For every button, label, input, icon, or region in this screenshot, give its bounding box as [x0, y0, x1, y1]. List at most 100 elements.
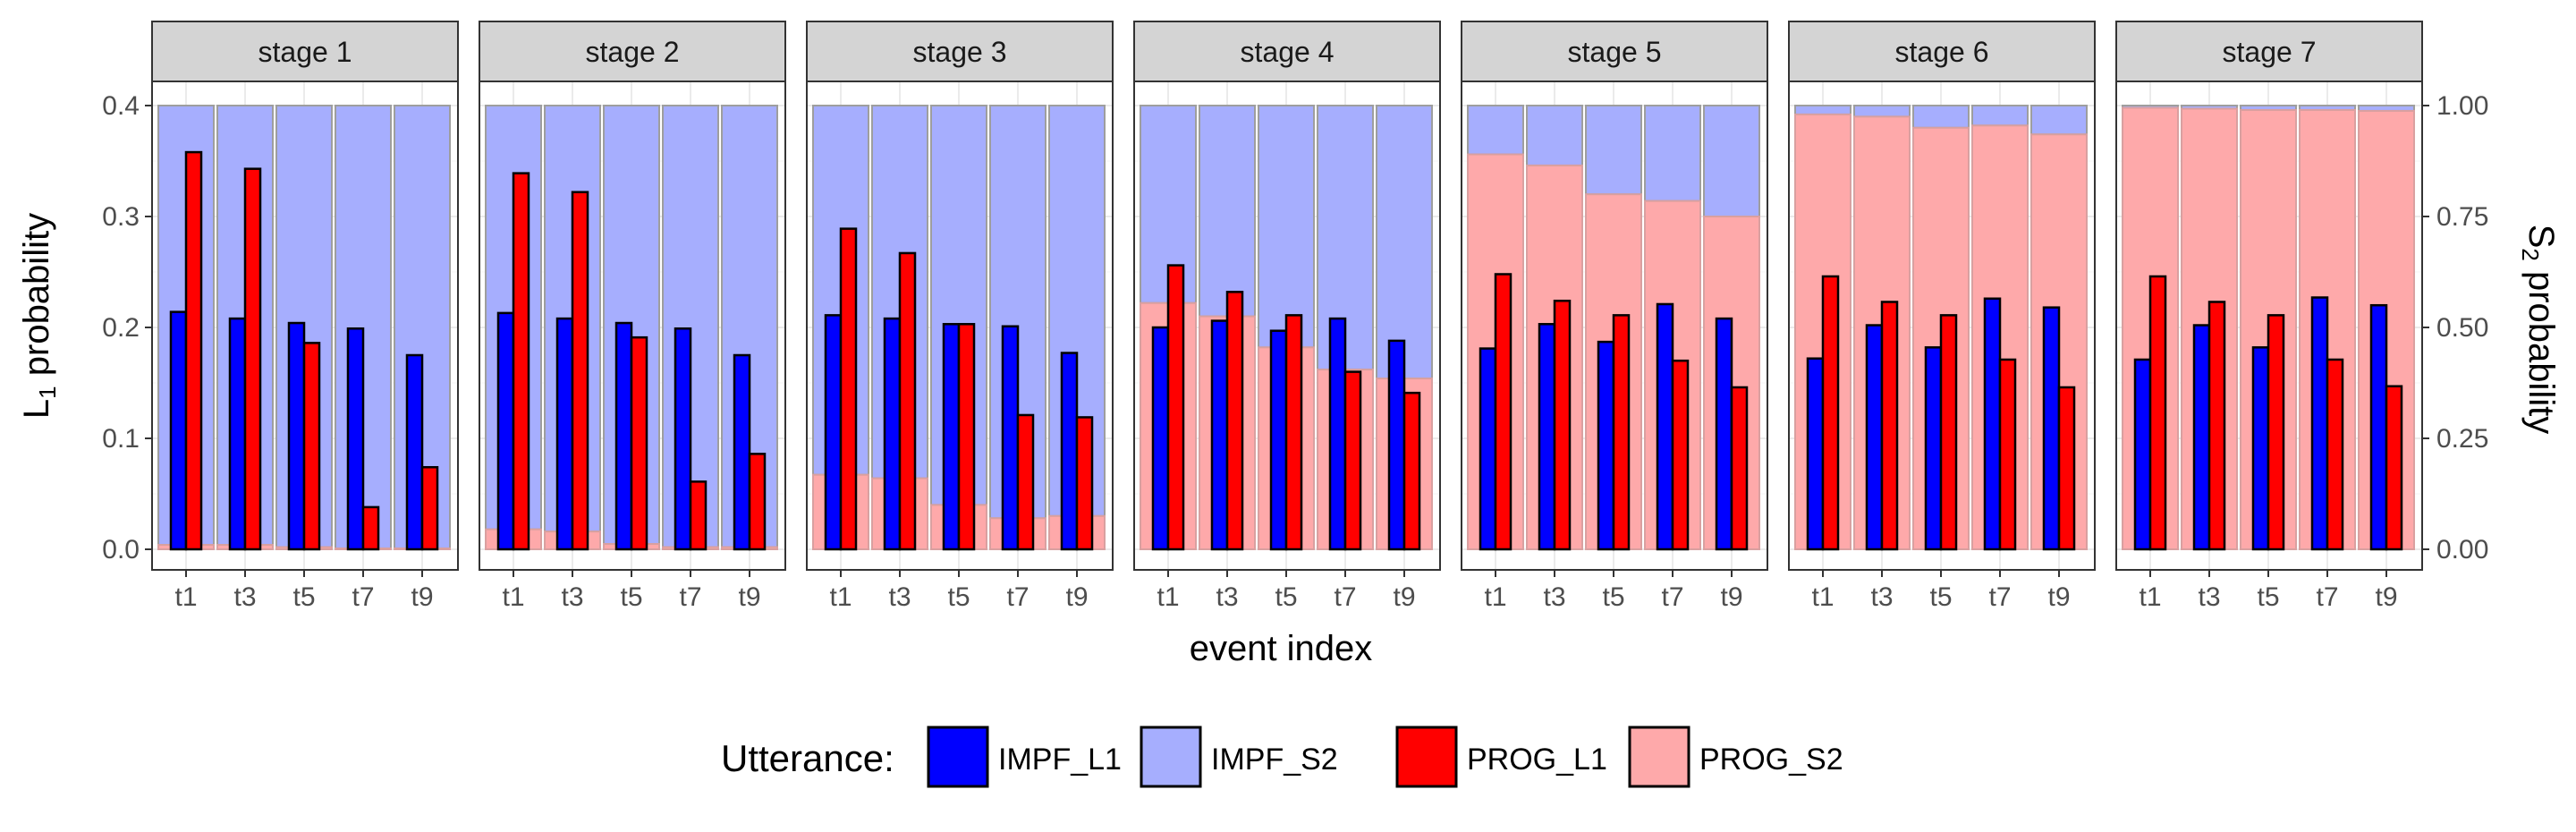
bar-impf-l1 — [1983, 297, 2002, 551]
x-tick-label: t3 — [1870, 582, 1893, 612]
x-tick-label: t1 — [502, 582, 524, 612]
bar-impf-l1 — [1715, 317, 1733, 551]
bar-prog-l1 — [1880, 301, 1899, 551]
bar-impf-l1 — [1210, 319, 1229, 551]
bar-prog-l1 — [571, 191, 589, 551]
facet-strip-label: stage 6 — [1895, 36, 1989, 68]
bar-impf-l1 — [883, 317, 902, 551]
legend-items: IMPF_L1 IMPF_S2 PROG_L1 PROG_S2 — [927, 726, 1843, 788]
facet-strip-label: stage 7 — [2223, 36, 2317, 68]
legend-label: IMPF_S2 — [1211, 743, 1338, 777]
x-tick-label: t9 — [1720, 582, 1742, 612]
bar-prog-l1 — [1671, 359, 1690, 551]
bar-impf-l1 — [1924, 346, 1943, 551]
bar-prog-l1 — [2207, 301, 2226, 551]
facet-strip-label: stage 1 — [258, 36, 352, 68]
bar-prog-l1 — [243, 167, 262, 551]
bar-prog-l1 — [2326, 358, 2344, 551]
bar-prog-l1 — [1494, 273, 1513, 551]
bar-impf-l1 — [405, 353, 424, 551]
legend: Utterance: IMPF_L1 IMPF_S2 PROG_L1 PROG_S2 — [721, 726, 1843, 788]
bar-impf-s2 — [1258, 105, 1315, 349]
x-tick-label: t3 — [561, 582, 583, 612]
bar-impf-s2 — [1794, 105, 1852, 115]
bar-prog-l1 — [898, 251, 917, 551]
bar-impf-l1 — [942, 323, 961, 551]
bar-prog-l1 — [1225, 291, 1244, 551]
bar-impf-l1 — [1656, 302, 1674, 551]
bar-prog-l1 — [630, 335, 648, 551]
right-y-tick-label: 0.25 — [2436, 424, 2488, 454]
left-y-tick-label: 0.2 — [102, 313, 140, 343]
facet-strip-label: stage 3 — [913, 36, 1007, 68]
bar-impf-s2 — [2030, 105, 2088, 136]
x-tick-label: t9 — [2375, 582, 2397, 612]
bar-prog-l1 — [839, 227, 858, 551]
left-y-axis-title: L1 probability — [17, 213, 61, 419]
x-tick-label: t7 — [1661, 582, 1683, 612]
bar-impf-s2 — [1644, 105, 1701, 202]
legend-title: Utterance: — [721, 737, 894, 779]
legend-label: PROG_S2 — [1699, 743, 1843, 777]
x-tick-label: t1 — [2139, 582, 2161, 612]
bar-prog-l1 — [184, 150, 203, 551]
bar-impf-s2 — [1971, 105, 2029, 127]
facet-strip-label: stage 2 — [586, 36, 680, 68]
left-y-axis: 0.0 0.1 0.2 0.3 0.4 — [102, 91, 152, 565]
facet-strip-label: stage 5 — [1568, 36, 1662, 68]
x-tick-label: t9 — [1065, 582, 1088, 612]
facet-panel: stage 6 t1 t3 t5 t7 t9 — [1788, 21, 2096, 612]
x-tick-label: t7 — [679, 582, 701, 612]
x-tick-label: t9 — [1393, 582, 1415, 612]
bar-impf-l1 — [1806, 357, 1825, 551]
bar-impf-l1 — [2042, 306, 2061, 551]
bar-impf-s2 — [1199, 105, 1256, 318]
bar-prog-l1 — [1402, 391, 1421, 551]
legend-label: PROG_L1 — [1467, 743, 1607, 777]
x-tick-label: t5 — [947, 582, 970, 612]
bar-impf-l1 — [1269, 329, 1288, 551]
bar-prog-l1 — [2385, 385, 2403, 551]
x-tick-label: t7 — [1988, 582, 2011, 612]
bar-prog-l1 — [1343, 370, 1362, 551]
bar-prog-l1 — [689, 480, 708, 551]
bar-impf-l1 — [614, 321, 633, 551]
bar-impf-l1 — [2310, 296, 2329, 551]
left-y-tick-label: 0.0 — [102, 535, 140, 565]
bar-prog-l1 — [1016, 413, 1035, 551]
bar-impf-s2 — [1585, 105, 1642, 196]
bar-impf-l1 — [555, 317, 574, 551]
left-y-tick-label: 0.1 — [102, 424, 140, 454]
right-y-tick-label: 0.00 — [2436, 535, 2488, 565]
facet-panel: stage 2 t1 t3 t5 t7 t9 — [479, 21, 786, 612]
x-tick-label: t7 — [1334, 582, 1356, 612]
x-tick-label: t7 — [352, 582, 374, 612]
bar-impf-l1 — [1479, 347, 1497, 551]
bar-impf-l1 — [1328, 317, 1347, 551]
bar-impf-l1 — [496, 311, 515, 551]
bar-impf-l1 — [733, 353, 751, 551]
bar-prog-l1 — [302, 342, 321, 551]
bar-impf-l1 — [2133, 358, 2152, 551]
x-tick-label: t5 — [292, 582, 315, 612]
bar-prog-l1 — [748, 453, 767, 551]
facet-strip — [479, 21, 786, 82]
bar-impf-s2 — [1853, 105, 1911, 118]
facet-panel: stage 4 t1 t3 t5 t7 t9 — [1133, 21, 1441, 612]
x-tick-label: t9 — [738, 582, 760, 612]
bar-impf-l1 — [346, 327, 365, 551]
bar-prog-l1 — [361, 505, 380, 551]
bar-prog-l1 — [1166, 264, 1185, 551]
bar-impf-l1 — [2369, 303, 2388, 551]
bar-prog-l1 — [1730, 386, 1749, 551]
bar-impf-l1 — [1060, 352, 1079, 551]
right-y-axis: 0.00 0.25 0.50 0.75 1.00 — [2422, 91, 2488, 565]
x-tick-label: t9 — [2047, 582, 2070, 612]
bar-impf-l1 — [1387, 339, 1406, 551]
bar-impf-l1 — [2192, 324, 2211, 551]
x-tick-label: t1 — [1811, 582, 1834, 612]
x-tick-label: t5 — [620, 582, 642, 612]
legend-swatch — [1628, 726, 1690, 788]
bar-prog-l1 — [420, 465, 439, 551]
